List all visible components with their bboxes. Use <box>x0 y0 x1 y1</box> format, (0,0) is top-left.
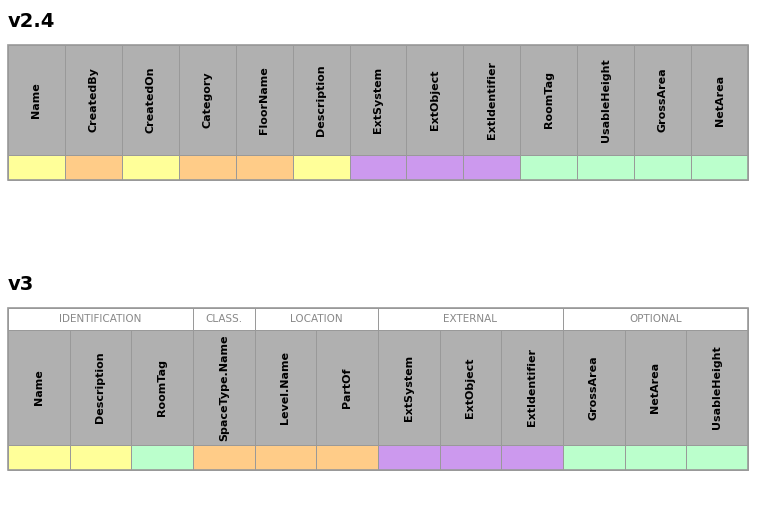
Text: NetArea: NetArea <box>650 362 661 413</box>
Bar <box>464 45 520 155</box>
Bar <box>293 45 349 155</box>
Text: Description: Description <box>316 64 326 136</box>
Text: RoomTag: RoomTag <box>544 71 554 128</box>
Bar <box>179 155 236 180</box>
Bar <box>8 445 70 470</box>
Text: Name: Name <box>33 370 44 406</box>
Text: NetArea: NetArea <box>714 75 724 125</box>
Bar <box>691 45 748 155</box>
Bar <box>691 155 748 180</box>
Bar <box>236 155 293 180</box>
Bar <box>70 445 131 470</box>
Bar <box>8 308 748 470</box>
Text: CLASS.: CLASS. <box>205 314 243 324</box>
Bar <box>520 155 577 180</box>
Text: UsableHeight: UsableHeight <box>712 345 722 429</box>
Text: SpaceType.Name: SpaceType.Name <box>219 334 229 440</box>
Bar <box>236 45 293 155</box>
Bar <box>577 45 634 155</box>
Bar <box>634 45 691 155</box>
Bar <box>131 445 193 470</box>
Bar <box>65 155 122 180</box>
Text: ExtIdentifier: ExtIdentifier <box>487 61 497 139</box>
Bar <box>686 445 748 470</box>
Bar <box>563 445 625 470</box>
Text: LOCATION: LOCATION <box>290 314 342 324</box>
Bar <box>293 155 349 180</box>
Bar <box>8 330 70 445</box>
Bar <box>625 445 686 470</box>
Bar <box>501 330 563 445</box>
Bar <box>254 330 317 445</box>
Text: GrossArea: GrossArea <box>657 68 668 132</box>
Bar <box>131 330 193 445</box>
Text: Category: Category <box>202 71 212 128</box>
Bar <box>193 308 254 330</box>
Bar <box>65 45 122 155</box>
Bar <box>317 330 378 445</box>
Text: v2.4: v2.4 <box>8 12 55 31</box>
Bar <box>625 330 686 445</box>
Text: ExtSystem: ExtSystem <box>373 67 383 133</box>
Text: EXTERNAL: EXTERNAL <box>443 314 497 324</box>
Bar <box>193 445 254 470</box>
Bar <box>577 155 634 180</box>
Bar <box>8 308 193 330</box>
Bar <box>563 308 748 330</box>
Text: IDENTIFICATION: IDENTIFICATION <box>59 314 142 324</box>
Text: GrossArea: GrossArea <box>589 355 599 420</box>
Bar <box>501 445 563 470</box>
Bar <box>464 155 520 180</box>
Bar <box>254 445 317 470</box>
Bar <box>440 330 501 445</box>
Bar <box>8 155 65 180</box>
Bar <box>378 330 440 445</box>
Text: ExtObject: ExtObject <box>430 70 440 130</box>
Bar <box>349 155 406 180</box>
Bar <box>254 308 378 330</box>
Text: Name: Name <box>31 82 41 118</box>
Text: ExtIdentifier: ExtIdentifier <box>527 348 537 427</box>
Text: PartOf: PartOf <box>342 367 352 408</box>
Text: ExtObject: ExtObject <box>465 357 475 418</box>
Bar <box>193 330 254 445</box>
Text: Level.Name: Level.Name <box>281 351 290 424</box>
Bar <box>634 155 691 180</box>
Bar <box>8 45 748 180</box>
Bar <box>563 330 625 445</box>
Bar <box>317 445 378 470</box>
Bar <box>378 445 440 470</box>
Bar <box>179 45 236 155</box>
Text: ExtSystem: ExtSystem <box>404 355 414 420</box>
Bar <box>406 155 464 180</box>
Text: RoomTag: RoomTag <box>157 359 167 416</box>
Text: Description: Description <box>96 352 106 424</box>
Text: OPTIONAL: OPTIONAL <box>629 314 682 324</box>
Text: v3: v3 <box>8 275 34 294</box>
Bar <box>406 45 464 155</box>
Text: FloorName: FloorName <box>259 66 269 134</box>
Bar <box>686 330 748 445</box>
Bar <box>8 45 65 155</box>
Text: UsableHeight: UsableHeight <box>601 58 611 142</box>
Bar <box>378 308 563 330</box>
Text: CreatedOn: CreatedOn <box>145 67 156 133</box>
Text: CreatedBy: CreatedBy <box>89 67 98 133</box>
Bar <box>349 45 406 155</box>
Bar <box>520 45 577 155</box>
Bar <box>440 445 501 470</box>
Bar <box>122 155 179 180</box>
Bar <box>70 330 131 445</box>
Bar <box>122 45 179 155</box>
